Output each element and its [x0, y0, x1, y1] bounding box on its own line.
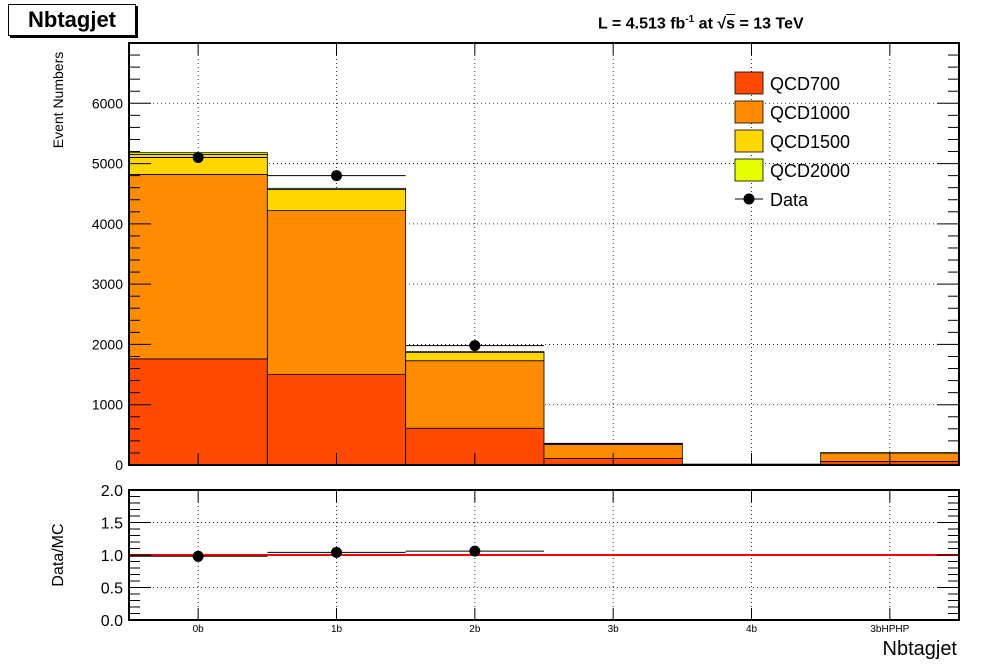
ratio-frame	[128, 489, 960, 621]
ratio-y-tick-label: 2.0	[101, 483, 123, 500]
x-tick-label: 0b	[193, 624, 205, 635]
x-tick-label: 1b	[331, 624, 343, 635]
x-tick-label: 4b	[746, 624, 758, 635]
y-tick-label: 4000	[92, 216, 123, 232]
legend-swatch-qcd1000	[734, 100, 764, 124]
main-frame	[128, 42, 960, 466]
bar-qcd1500	[266, 189, 407, 211]
x-tick-label: 2b	[469, 624, 481, 635]
ratio-y-tick-label: 0.0	[101, 613, 123, 630]
bar-qcd2000	[543, 442, 683, 445]
ratio-y-tick-label: 1.0	[101, 548, 123, 565]
ratio-point	[469, 545, 481, 557]
legend-label: QCD1000	[770, 103, 850, 123]
y-axis-label: Event Numbers	[50, 52, 66, 148]
legend-swatch-qcd2000	[734, 158, 764, 182]
ratio-y-tick-label: 1.5	[101, 516, 123, 533]
data-point	[192, 152, 204, 164]
bar-qcd700	[266, 374, 407, 466]
y-tick-label: 5000	[92, 156, 123, 172]
ratio-y-axis-label: Data/MC	[50, 523, 67, 586]
bar-qcd1000	[128, 174, 268, 360]
x-tick-label: 3b	[608, 624, 620, 635]
ratio-point	[331, 546, 342, 558]
bar-qcd1500	[405, 351, 545, 362]
y-tick-label: 3000	[92, 276, 123, 292]
x-tick-label: 3bHPHP	[870, 624, 909, 635]
y-tick-label: 1000	[92, 397, 123, 413]
legend-data-marker	[743, 193, 755, 205]
legend-label: QCD1500	[770, 132, 850, 152]
legend-label: QCD2000	[770, 161, 850, 181]
bar-qcd700	[128, 358, 268, 466]
luminosity-label: L = 4.513 fb-1 at √s = 13 TeV	[598, 14, 804, 33]
ratio-y-tick-label: 0.5	[101, 581, 123, 598]
plot-title: Nbtagjet	[8, 4, 136, 36]
bar-qcd1000	[405, 360, 545, 429]
legend-label: Data	[770, 190, 809, 210]
data-point	[331, 170, 342, 182]
y-tick-label: 2000	[92, 336, 123, 352]
x-axis-label: Nbtagjet	[883, 638, 958, 660]
y-tick-label: 6000	[92, 95, 123, 111]
bar-qcd2000	[405, 351, 545, 353]
ratio-point	[192, 550, 204, 562]
bar-qcd2000	[266, 187, 407, 190]
y-tick-label: 0	[115, 457, 123, 473]
legend-swatch-qcd700	[734, 71, 764, 95]
data-point	[469, 340, 481, 352]
legend-swatch-qcd1500	[734, 129, 764, 153]
bar-qcd1000	[266, 210, 407, 375]
legend-label: QCD700	[770, 74, 840, 94]
